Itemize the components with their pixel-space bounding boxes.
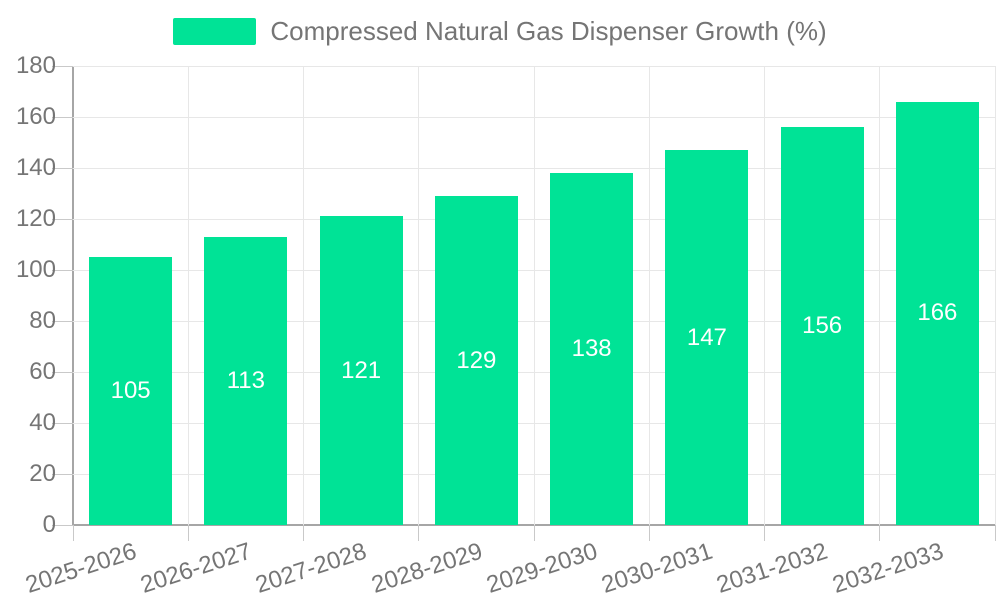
bar-2029-2030[interactable]: 138	[550, 173, 634, 525]
x-axis-label: 2028-2029	[367, 537, 486, 599]
y-axis-tick	[52, 371, 73, 373]
legend-series-label: Compressed Natural Gas Dispenser Growth …	[270, 16, 827, 46]
gridline-vertical	[879, 66, 881, 525]
bar-2026-2027[interactable]: 113	[204, 236, 288, 525]
y-axis-line	[72, 66, 74, 525]
y-axis-tick	[52, 524, 73, 526]
x-axis-tick	[533, 525, 535, 541]
chart-legend[interactable]: Compressed Natural Gas Dispenser Growth …	[0, 16, 1000, 47]
y-axis-label: 100	[15, 256, 56, 283]
y-axis-tick	[52, 65, 73, 67]
x-axis-tick	[72, 525, 74, 541]
x-axis-label: 2025-2026	[22, 537, 140, 599]
y-axis-label: 40	[29, 409, 56, 436]
bar-2025-2026[interactable]: 105	[89, 257, 173, 525]
y-axis-label: 140	[15, 154, 56, 181]
bar-2030-2031[interactable]: 147	[665, 150, 749, 525]
bar-value-label: 147	[686, 323, 727, 351]
gridline-vertical	[994, 66, 996, 525]
x-axis-tick	[879, 525, 881, 541]
x-axis-label: 2027-2028	[252, 537, 371, 599]
x-axis-tick	[303, 525, 304, 541]
bar-value-label: 113	[226, 366, 265, 394]
gridline-vertical	[764, 66, 765, 525]
y-axis-label: 160	[15, 103, 56, 130]
bar-2027-2028[interactable]: 121	[319, 216, 403, 525]
bar-value-label: 105	[110, 377, 151, 405]
x-axis-tick	[764, 525, 765, 541]
y-axis-tick	[52, 320, 73, 322]
bar-value-label: 138	[571, 335, 612, 363]
y-axis-label: 120	[15, 205, 56, 232]
y-axis-tick	[52, 422, 73, 424]
x-axis-tick	[648, 525, 650, 541]
y-axis-label: 180	[15, 52, 56, 79]
x-axis-label: 2029-2030	[483, 537, 601, 599]
gridline-vertical	[418, 66, 420, 525]
x-axis-tick	[418, 525, 420, 541]
y-axis-tick	[52, 167, 73, 169]
x-axis-tick	[994, 525, 996, 541]
y-axis-label: 60	[29, 358, 56, 385]
bar-2031-2032[interactable]: 156	[780, 127, 864, 525]
x-axis-tick	[187, 525, 189, 541]
bar-2028-2029[interactable]: 129	[434, 196, 518, 525]
y-axis-label: 0	[42, 511, 56, 538]
bar-value-label: 166	[917, 299, 958, 327]
gridline-vertical	[533, 66, 535, 525]
bar-value-label: 129	[456, 346, 497, 374]
gridline-vertical	[303, 66, 304, 525]
x-axis-label: 2026-2027	[137, 537, 255, 599]
y-axis-tick	[52, 218, 73, 220]
y-axis-tick	[52, 473, 73, 475]
x-axis-label: 2031-2032	[713, 537, 832, 599]
bar-2032-2033[interactable]: 166	[895, 101, 979, 525]
legend-swatch[interactable]	[173, 18, 257, 45]
x-axis-label: 2032-2033	[828, 537, 947, 599]
y-axis-label: 20	[29, 460, 56, 487]
bar-value-label: 121	[341, 356, 382, 384]
bar-value-label: 156	[802, 312, 843, 340]
gridline-vertical	[187, 66, 189, 525]
x-axis-label: 2030-2031	[598, 537, 716, 599]
y-axis-tick	[52, 116, 73, 118]
y-axis-label: 80	[29, 307, 56, 334]
y-axis-tick	[52, 269, 73, 271]
gridline-vertical	[648, 66, 650, 525]
